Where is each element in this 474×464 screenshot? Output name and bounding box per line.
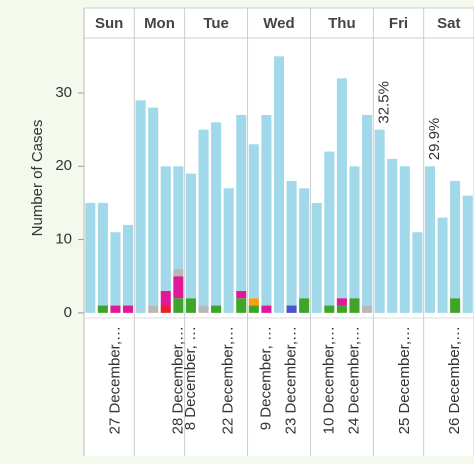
x-tick-label: 8 December, … xyxy=(182,326,199,430)
y-tick-label: 0 xyxy=(64,304,72,321)
bar-segment xyxy=(148,305,159,313)
bar-segment xyxy=(123,224,134,306)
bar-segment xyxy=(374,129,385,313)
bar-segment xyxy=(97,305,108,313)
bar-segment xyxy=(236,298,247,313)
bar-segment xyxy=(462,195,473,313)
y-tick-label: 20 xyxy=(55,157,72,174)
bar-segment xyxy=(349,166,360,299)
bar-segment xyxy=(412,232,423,313)
bar-segment xyxy=(198,305,209,313)
bar-segment xyxy=(450,298,461,313)
bar-segment xyxy=(299,298,310,313)
y-tick-label: 30 xyxy=(55,84,72,101)
bar-segment xyxy=(135,100,146,313)
facet-header: Tue xyxy=(203,15,229,32)
y-tick-label: 10 xyxy=(55,231,72,248)
bar-segment xyxy=(248,298,259,306)
bar-segment xyxy=(450,180,461,299)
facet-header: Mon xyxy=(144,15,175,32)
bar-segment xyxy=(311,202,322,313)
bar-segment xyxy=(248,144,259,299)
bar-segment xyxy=(97,202,108,306)
bar-segment xyxy=(173,298,184,313)
bar-segment xyxy=(399,166,410,313)
bar-segment xyxy=(160,290,171,306)
x-tick-label: 25 December,… xyxy=(396,326,413,434)
x-tick-label: 9 December, … xyxy=(257,326,274,430)
x-tick-label: 24 December,… xyxy=(345,326,362,434)
bar-segment xyxy=(248,305,259,313)
x-tick-label: 26 December,… xyxy=(446,326,463,434)
x-tick-label: 22 December,… xyxy=(220,326,237,434)
bar-segment xyxy=(286,305,297,313)
bar-segment xyxy=(173,276,184,299)
bar-segment xyxy=(261,305,272,313)
bar-segment xyxy=(336,305,347,313)
bar-segment xyxy=(173,166,184,269)
bar-segment xyxy=(148,107,159,306)
bar-segment xyxy=(336,78,347,299)
facet-header: Sun xyxy=(95,15,123,32)
bar-segment xyxy=(336,298,347,306)
x-tick-label: 23 December,… xyxy=(283,326,300,434)
bar-segment xyxy=(123,305,134,313)
facet-header: Wed xyxy=(263,15,294,32)
x-tick-label: 27 December,… xyxy=(106,326,123,434)
bar-segment xyxy=(110,305,121,313)
bar-segment xyxy=(273,56,285,313)
bar-segment xyxy=(349,298,360,313)
bar-segment xyxy=(299,188,310,299)
facet-header: Fri xyxy=(389,15,408,32)
facet-header: Sat xyxy=(437,15,460,32)
bar-segment xyxy=(173,268,184,277)
bar-segment xyxy=(324,305,335,313)
bar-segment xyxy=(185,173,196,299)
bar-segment xyxy=(362,305,373,313)
annotation: 32.5% xyxy=(376,81,393,124)
bar-segment xyxy=(160,305,171,313)
x-tick-label: 28 December,… xyxy=(169,326,186,434)
bar-segment xyxy=(85,202,96,313)
facet-header: Thu xyxy=(328,15,356,32)
bar-segment xyxy=(261,114,272,306)
y-axis-label: Number of Cases xyxy=(29,120,46,237)
x-tick-label: 10 December,… xyxy=(320,326,337,434)
bar-segment xyxy=(324,151,335,306)
bar-segment xyxy=(424,166,435,313)
bar-segment xyxy=(362,114,373,306)
bar-segment xyxy=(211,305,222,313)
bar-segment xyxy=(185,298,196,313)
bar-segment xyxy=(160,166,171,291)
bar-segment xyxy=(236,114,247,291)
bar-segment xyxy=(437,217,448,313)
bar-segment xyxy=(387,158,398,313)
annotation: 29.9% xyxy=(426,118,443,161)
bar-segment xyxy=(286,180,297,306)
bar-segment xyxy=(223,188,234,313)
bar-segment xyxy=(198,129,209,306)
bar-segment xyxy=(211,122,222,306)
bar-segment xyxy=(236,290,247,299)
bar-segment xyxy=(110,232,121,306)
